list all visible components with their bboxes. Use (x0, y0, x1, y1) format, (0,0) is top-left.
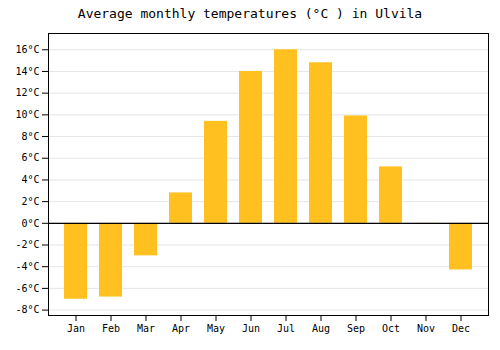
svg-text:-4°C: -4°C (15, 261, 39, 272)
svg-text:Nov: Nov (417, 323, 435, 334)
svg-text:Aug: Aug (312, 323, 330, 334)
svg-text:2°C: 2°C (21, 196, 39, 207)
svg-text:Jul: Jul (277, 323, 295, 334)
svg-text:8°C: 8°C (21, 131, 39, 142)
svg-text:May: May (207, 323, 225, 334)
svg-text:-6°C: -6°C (15, 283, 39, 294)
svg-text:16°C: 16°C (15, 44, 39, 55)
svg-text:Dec: Dec (452, 323, 470, 334)
svg-text:Jan: Jan (67, 323, 85, 334)
svg-text:Oct: Oct (382, 323, 400, 334)
html-text:Average monthly temperatures (: Average monthly temperatures (°C ) in Ul… (77, 6, 423, 21)
svg-text:10°C: 10°C (15, 109, 39, 120)
svg-text:4°C: 4°C (21, 174, 39, 185)
svg-text:0°C: 0°C (21, 218, 39, 229)
svg-text:Feb: Feb (102, 323, 120, 334)
svg-text:Sep: Sep (347, 323, 365, 334)
svg-text:14°C: 14°C (15, 66, 39, 77)
svg-text:-8°C: -8°C (15, 304, 39, 315)
svg-text:Jun: Jun (242, 323, 260, 334)
svg-text:12°C: 12°C (15, 87, 39, 98)
svg-text:-2°C: -2°C (15, 239, 39, 250)
svg-text:6°C: 6°C (21, 152, 39, 163)
svg-text:Mar: Mar (137, 323, 155, 334)
svg-text:Apr: Apr (172, 323, 190, 334)
